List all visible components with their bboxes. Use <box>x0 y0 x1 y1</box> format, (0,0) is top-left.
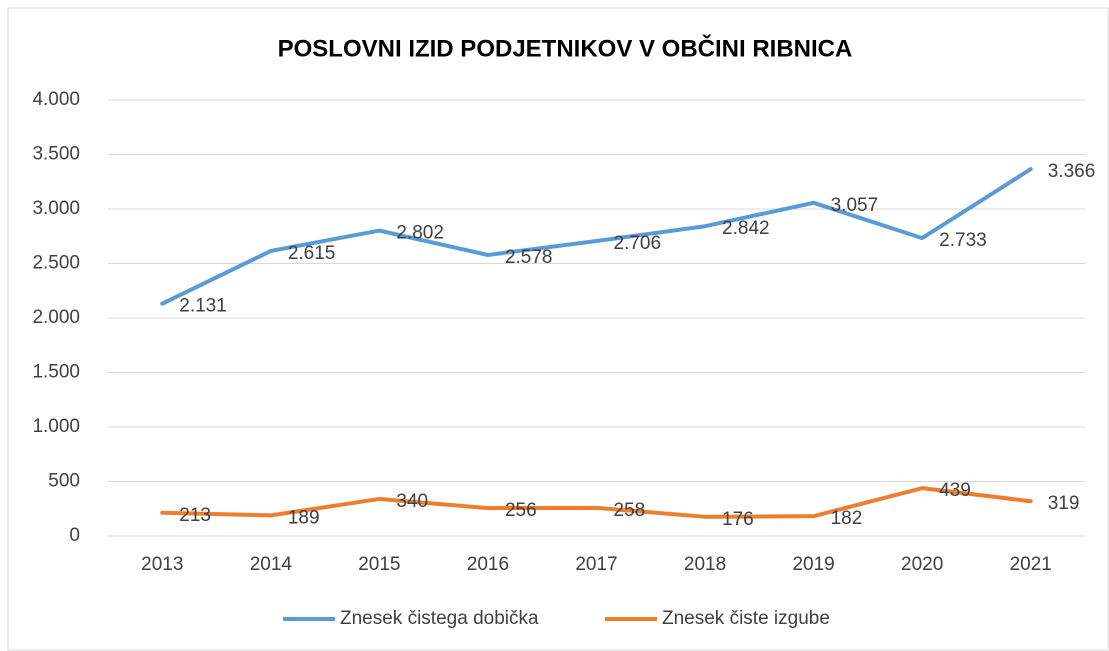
legend-label: Znesek čistega dobička <box>340 608 539 629</box>
x-tick-label: 2016 <box>467 554 509 575</box>
data-label: 2.842 <box>722 218 770 239</box>
y-tick-label: 1.000 <box>32 416 80 437</box>
x-tick-label: 2019 <box>792 554 834 575</box>
data-label: 182 <box>831 508 863 529</box>
data-label: 2.706 <box>614 233 662 254</box>
data-label: 258 <box>614 500 646 521</box>
series-line <box>160 486 1033 519</box>
y-tick-label: 3.000 <box>32 198 80 219</box>
y-tick-label: 0 <box>69 525 80 546</box>
x-tick-label: 2020 <box>901 554 943 575</box>
data-label: 176 <box>722 509 754 530</box>
data-label: 2.131 <box>179 296 227 317</box>
x-tick-label: 2015 <box>358 554 400 575</box>
x-tick-label: 2018 <box>684 554 726 575</box>
data-label: 2.578 <box>505 247 553 268</box>
data-label: 3.057 <box>831 195 879 216</box>
y-tick-label: 2.000 <box>32 307 80 328</box>
y-tick-label: 4.000 <box>32 89 80 110</box>
data-label: 256 <box>505 500 537 521</box>
y-tick-label: 500 <box>48 471 80 492</box>
x-tick-label: 2021 <box>1010 554 1052 575</box>
chart-border <box>7 7 1109 651</box>
legend-label: Znesek čiste izgube <box>662 608 830 629</box>
x-tick-label: 2017 <box>575 554 617 575</box>
data-label: 189 <box>288 507 320 528</box>
x-tick-label: 2014 <box>250 554 293 575</box>
y-tick-label: 3.500 <box>32 144 80 165</box>
data-label: 439 <box>939 480 971 501</box>
data-label: 2.615 <box>288 243 336 264</box>
data-label: 3.366 <box>1048 161 1096 182</box>
chart-title: POSLOVNI IZID PODJETNIKOV V OBČINI RIBNI… <box>278 34 853 62</box>
data-label: 340 <box>396 491 428 512</box>
y-tick-label: 1.500 <box>32 362 80 383</box>
x-tick-label: 2013 <box>141 554 183 575</box>
data-label: 2.802 <box>396 223 444 244</box>
series-line <box>160 167 1033 306</box>
data-label: 319 <box>1048 493 1080 514</box>
data-label: 2.733 <box>939 230 987 251</box>
data-label: 213 <box>179 505 211 526</box>
y-tick-label: 2.500 <box>32 253 80 274</box>
